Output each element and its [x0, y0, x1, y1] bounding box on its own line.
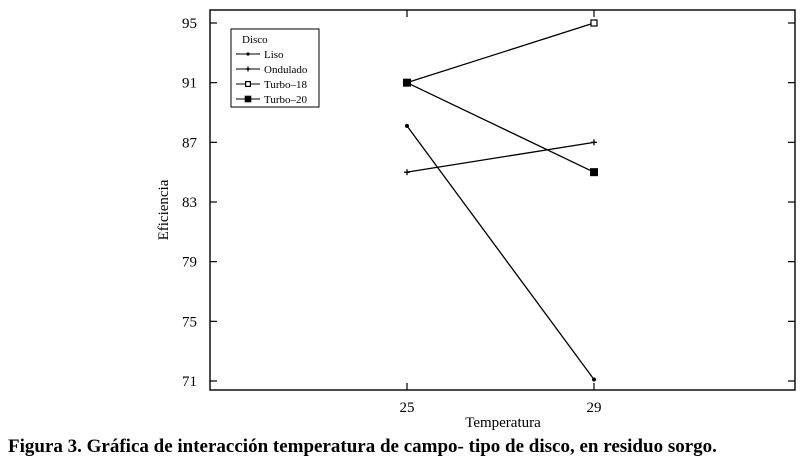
series-turbo-18 — [403, 19, 598, 87]
figure-caption: Figura 3. Gráfica de interacción tempera… — [8, 436, 717, 457]
data-point-marker — [245, 80, 252, 87]
x-axis: 25 29 — [400, 10, 602, 416]
series-line — [406, 22, 595, 84]
series-ondulado — [404, 139, 597, 176]
series-line — [406, 82, 595, 173]
y-axis: 71 75 79 83 87 91 95 — [182, 16, 795, 390]
data-point-marker — [590, 19, 598, 27]
legend-box — [230, 28, 320, 108]
legend-label: Ondulado — [264, 64, 308, 76]
data-point-marker — [403, 78, 411, 87]
legend-item: Liso — [236, 49, 284, 61]
series-layer — [403, 19, 598, 382]
data-point-marker — [244, 95, 252, 103]
series-line — [406, 141, 595, 173]
series-line — [406, 125, 595, 380]
y-tick-label: 71 — [182, 374, 197, 390]
data-point-marker — [590, 168, 598, 177]
data-point-marker — [592, 377, 596, 382]
series-turbo-20 — [403, 78, 598, 177]
data-point-marker — [404, 169, 410, 176]
legend-item: Ondulado — [236, 64, 308, 76]
y-tick-label: 87 — [182, 135, 198, 151]
x-axis-label: Temperatura — [465, 415, 541, 431]
legend-title: Disco — [242, 34, 268, 46]
data-point-marker — [405, 123, 409, 128]
legend-item: Turbo–18 — [236, 79, 307, 91]
y-tick-label: 75 — [182, 314, 197, 330]
data-point-marker — [591, 139, 597, 146]
y-axis-label: Eficiencia — [156, 179, 172, 240]
x-tick-label: 25 — [400, 400, 415, 416]
y-tick-label: 79 — [182, 255, 197, 271]
y-tick-label: 91 — [182, 76, 197, 92]
legend-label: Turbo–18 — [264, 79, 307, 91]
y-tick-label: 95 — [182, 16, 197, 32]
x-tick-label: 29 — [587, 400, 602, 416]
plot-area-frame — [209, 9, 796, 391]
legend: Disco Liso Ondulado Turbo–18 Turbo–20 — [230, 28, 320, 108]
data-point-marker — [245, 66, 251, 72]
legend-items: Liso Ondulado Turbo–18 Turbo–20 — [236, 49, 308, 106]
data-point-marker — [246, 52, 250, 56]
series-liso — [405, 123, 596, 382]
y-tick-label: 83 — [182, 195, 197, 211]
legend-label: Liso — [264, 49, 284, 61]
legend-label: Turbo–20 — [264, 94, 307, 106]
legend-item: Turbo–20 — [236, 94, 307, 106]
